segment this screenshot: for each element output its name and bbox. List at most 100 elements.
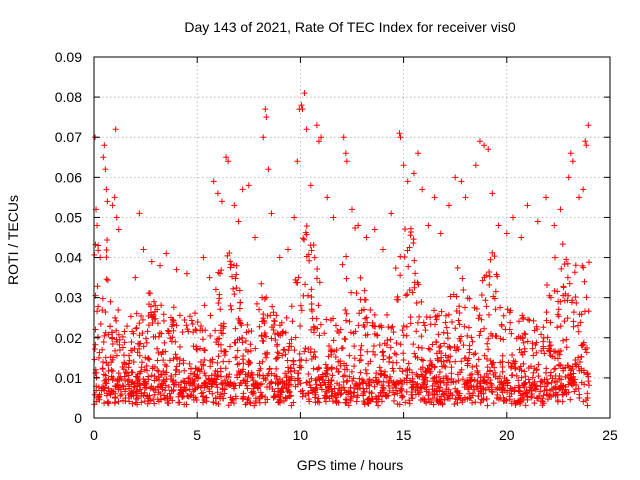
y-tick-label: 0.08 xyxy=(55,89,82,105)
roti-point xyxy=(341,366,348,373)
roti-point xyxy=(173,363,180,370)
roti-point xyxy=(305,345,312,352)
roti-point xyxy=(353,382,360,389)
roti-point xyxy=(264,349,271,356)
roti-point xyxy=(272,355,279,362)
roti-point xyxy=(176,312,183,319)
roti-point xyxy=(112,394,119,401)
roti-point xyxy=(120,383,127,390)
roti-point xyxy=(407,320,414,327)
roti-point xyxy=(314,266,321,273)
x-axis-label: GPS time / hours xyxy=(297,457,404,473)
roti-point xyxy=(547,319,554,326)
roti-point xyxy=(569,158,576,165)
roti-point xyxy=(286,381,293,388)
roti-point xyxy=(557,206,564,213)
roti-point xyxy=(447,353,454,360)
roti-point xyxy=(217,391,224,398)
roti-point xyxy=(259,318,266,325)
roti-point xyxy=(92,341,99,348)
roti-point xyxy=(229,273,236,280)
roti-point xyxy=(309,315,316,322)
roti-point xyxy=(103,254,110,261)
roti-point xyxy=(433,379,440,386)
roti-point xyxy=(371,226,378,233)
roti-point xyxy=(426,389,433,396)
roti-point xyxy=(262,333,269,340)
roti-point xyxy=(315,395,322,402)
roti-point xyxy=(306,378,313,385)
roti-point xyxy=(509,352,516,359)
roti-point xyxy=(212,286,219,293)
roti-point xyxy=(563,256,570,263)
roti-point xyxy=(528,363,535,370)
roti-point xyxy=(386,387,393,394)
roti-point xyxy=(346,352,353,359)
roti-point xyxy=(277,388,284,395)
roti-point xyxy=(244,321,251,328)
x-tick-label: 25 xyxy=(602,427,618,443)
roti-point xyxy=(516,318,522,325)
roti-point xyxy=(285,246,292,253)
roti-point xyxy=(150,386,157,393)
roti-point xyxy=(419,372,426,379)
roti-point xyxy=(307,242,314,249)
roti-point xyxy=(408,228,415,235)
roti-point xyxy=(268,379,275,386)
roti-point xyxy=(403,323,410,330)
roti-point xyxy=(114,378,121,385)
roti-point xyxy=(225,374,232,381)
roti-point xyxy=(129,378,136,385)
roti-point xyxy=(583,294,590,301)
roti-point xyxy=(197,322,204,329)
roti-point xyxy=(185,375,192,382)
roti-point xyxy=(485,335,492,342)
roti-point xyxy=(316,279,323,286)
roti-point xyxy=(165,383,172,390)
roti-point xyxy=(434,357,441,364)
roti-point xyxy=(104,277,111,284)
roti-point xyxy=(101,142,108,149)
roti-point xyxy=(294,279,301,286)
roti-point xyxy=(126,357,133,364)
roti-point xyxy=(172,351,179,358)
roti-point xyxy=(475,388,482,394)
roti-point xyxy=(144,393,151,400)
roti-point xyxy=(492,288,499,295)
roti-point xyxy=(472,399,479,406)
roti-point xyxy=(484,340,491,347)
roti-point xyxy=(257,389,264,396)
roti-point xyxy=(271,393,278,400)
roti-point xyxy=(353,290,360,297)
roti-point xyxy=(154,306,161,313)
roti-point xyxy=(406,286,413,293)
roti-point xyxy=(520,316,527,323)
roti-point xyxy=(524,338,531,345)
roti-point xyxy=(308,247,315,254)
roti-point xyxy=(427,314,434,321)
roti-point xyxy=(366,381,373,388)
roti-point xyxy=(157,262,164,269)
roti-point xyxy=(230,400,237,407)
roti-point xyxy=(403,367,410,374)
roti-point xyxy=(556,386,563,393)
roti-point xyxy=(360,398,367,405)
roti-point xyxy=(215,353,222,360)
roti-point xyxy=(482,386,489,393)
roti-point xyxy=(119,344,126,351)
roti-point xyxy=(110,354,117,361)
roti-point xyxy=(459,275,466,282)
y-tick-label: 0.02 xyxy=(55,330,82,346)
roti-point xyxy=(99,346,106,353)
roti-point xyxy=(146,356,153,363)
roti-point xyxy=(288,303,295,310)
roti-point xyxy=(482,297,489,304)
roti-point xyxy=(136,210,143,217)
roti-point xyxy=(397,272,404,279)
roti-point xyxy=(541,387,548,394)
roti-point xyxy=(342,150,349,157)
roti-point xyxy=(348,289,355,296)
roti-point xyxy=(100,154,107,161)
roti-point xyxy=(390,397,397,404)
roti-point xyxy=(397,134,404,141)
